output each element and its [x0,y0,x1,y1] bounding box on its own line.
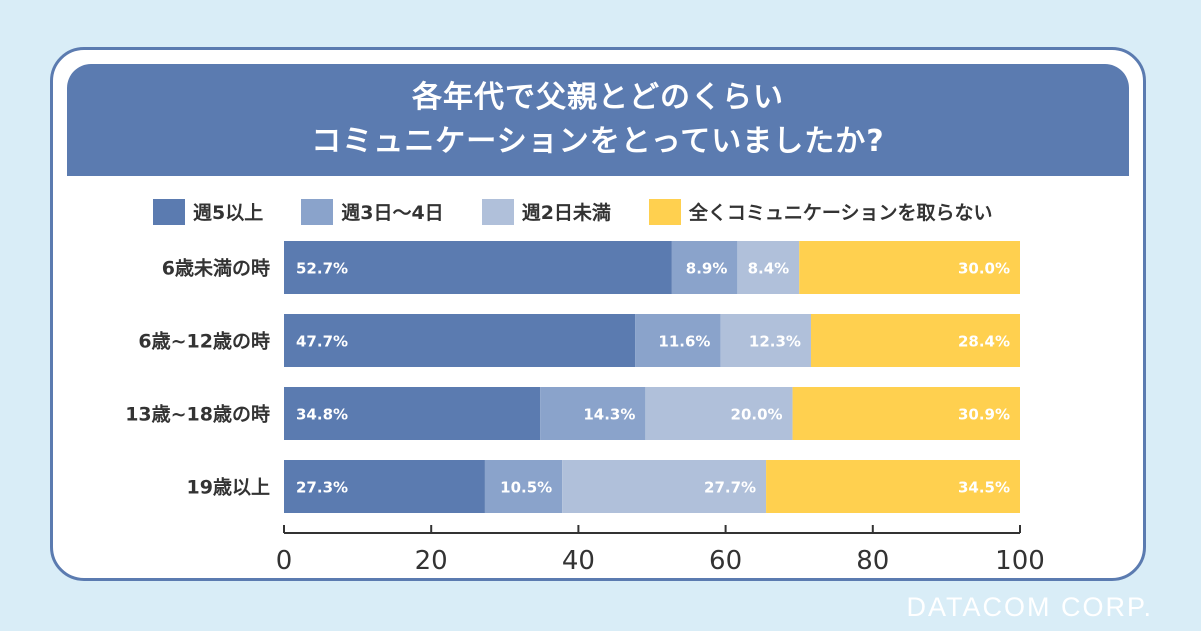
x-tick-label-2: 20 [415,546,448,576]
bar-label-4-3: 27.7% [704,479,756,497]
legend-item-series-2: 週3日〜4日 [301,198,444,225]
chart-title: 各年代で父親とどのくらい コミュニケーションをとっていましたか? [67,64,1129,176]
bar-segment-4-3 [562,460,767,513]
legend-swatch-3 [481,198,514,225]
bar-segment-2-4 [810,314,1020,367]
x-tick-label-1: 0 [276,546,293,576]
bar-label-2-3: 12.3% [749,333,801,351]
bar-label-3-3: 20.0% [731,406,783,424]
bar-segment-1-4 [799,241,1020,294]
x-tick-label-3: 40 [562,546,595,576]
bar-label-1-2: 8.9% [686,260,728,278]
legend-item-series-1: 週5以上 [153,198,263,225]
bar-segment-3-4 [792,387,1020,440]
bar-segment-3-1 [284,387,541,440]
bar-label-1-4: 30.0% [958,260,1010,278]
category-label-1: 6歳未満の時 [162,257,270,280]
bar-segment-4-4 [766,460,1020,513]
bar-label-4-1: 27.3% [296,479,348,497]
x-tick-label-6: 100 [995,546,1045,576]
x-tick-label-4: 60 [709,546,742,576]
bar-label-1-3: 8.4% [748,260,790,278]
bar-segment-2-2 [635,314,721,367]
legend-swatch-4 [648,198,681,225]
bar-label-2-1: 47.7% [296,333,348,351]
legend-label-3: 週2日未満 [521,202,611,224]
category-label-4: 19歳以上 [187,477,270,499]
chart-title-line-1: 各年代で父親とどのくらい [412,80,784,115]
legend-label-4: 全くコミュニケーションを取らない [688,202,993,224]
bar-segment-2-1 [284,314,636,367]
bar-label-3-4: 30.9% [958,406,1010,424]
bar-label-4-2: 10.5% [500,479,552,497]
legend-swatch-1 [153,198,185,225]
footer-brand: DATACOM CORP. [906,592,1153,622]
legend-item-series-4: 全くコミュニケーションを取らない [648,198,993,225]
legend-item-series-3: 週2日未満 [481,198,611,225]
chart-legend: 週5以上 週3日〜4日 週2日未満 全くコミュニケーションを取らない [153,198,1031,225]
bar-segment-1-1 [284,241,672,294]
bar-segment-4-1 [284,460,485,513]
bar-label-2-4: 28.4% [958,333,1010,351]
bar-segment-1-3 [737,241,800,294]
bar-segment-1-2 [671,241,738,294]
legend-label-2: 週3日〜4日 [341,202,444,224]
bar-label-1-1: 52.7% [296,260,348,278]
bar-segment-2-3 [720,314,811,367]
category-label-3: 13歳~18歳の時 [125,404,270,426]
legend-label-1: 週5以上 [193,202,264,224]
bar-label-2-2: 11.6% [658,333,710,351]
legend-swatch-2 [301,198,334,225]
category-label-2: 6歳~12歳の時 [138,331,270,353]
bar-label-3-2: 14.3% [583,406,635,424]
chart-title-line-2: コミュニケーションをとっていましたか? [311,124,885,159]
bar-label-3-1: 34.8% [296,406,348,424]
bar-segment-3-2 [540,387,646,440]
x-tick-label-5: 80 [856,546,889,576]
bar-label-4-4: 34.5% [958,479,1010,497]
bar-segment-3-3 [645,387,793,440]
bar-segment-4-2 [484,460,563,513]
